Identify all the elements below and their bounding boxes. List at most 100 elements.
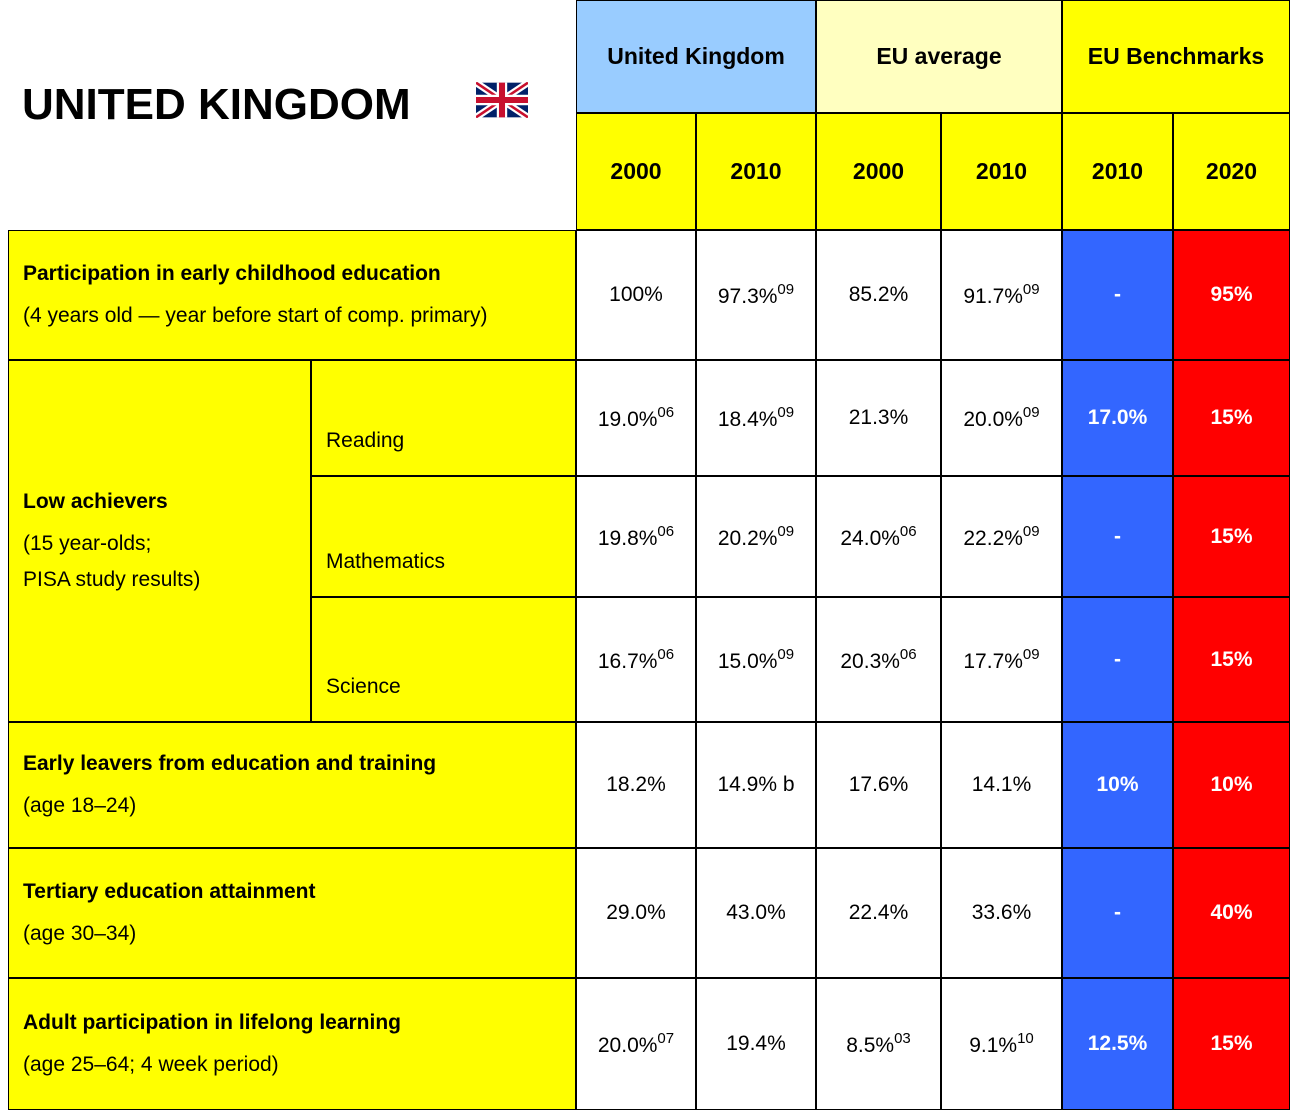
- row-label-cell: Participation in early childhood educati…: [8, 230, 576, 360]
- year-header: 2010: [1062, 113, 1173, 230]
- value: 97.3%09: [718, 281, 794, 309]
- value: 8.5%03: [846, 1030, 911, 1058]
- row-sublabel-line: (4 years old — year before start of comp…: [23, 304, 488, 327]
- value-text: 14.1%: [971, 773, 1032, 796]
- value-cell: -: [1062, 476, 1173, 597]
- footnote: 09: [1022, 404, 1040, 421]
- group-header: United Kingdom: [576, 0, 816, 113]
- footnote: 09: [777, 645, 795, 663]
- value-text: 17.6%: [848, 773, 909, 796]
- subrow-label-cell: Science: [311, 597, 576, 722]
- value-text: -: [1114, 524, 1121, 548]
- value-cell: 95%: [1173, 230, 1290, 360]
- subrow-label: Mathematics: [326, 550, 446, 573]
- value: 17.7%09: [963, 646, 1039, 674]
- subrow-label: Science: [326, 675, 401, 698]
- footnote: 06: [899, 522, 917, 540]
- footnote: 06: [657, 645, 675, 663]
- value-text: 20.0%: [597, 1034, 658, 1057]
- value-cell: -: [1062, 230, 1173, 360]
- value-text: 85.2%: [848, 283, 909, 306]
- group-header-text: EU average: [876, 43, 1002, 69]
- year-header-text: 2000: [852, 158, 905, 184]
- value-cell: 29.0%: [576, 848, 696, 978]
- value-cell: 10%: [1173, 722, 1290, 848]
- flag: [476, 82, 528, 118]
- value-text: 15.0%: [717, 649, 778, 673]
- value-text: 18.2%: [606, 773, 666, 796]
- value-cell: 18.2%: [576, 722, 696, 848]
- value-cell: 19.4%: [696, 978, 816, 1110]
- subrow-label-cell: Reading: [311, 360, 576, 476]
- value-text: 14.9% b: [717, 773, 795, 796]
- value-text: 33.6%: [971, 901, 1032, 924]
- year-header-text: 2020: [1205, 158, 1258, 184]
- footnote: 09: [1022, 281, 1040, 298]
- page-title: UNITED KINGDOM: [22, 80, 411, 129]
- footnote: 06: [657, 404, 675, 421]
- value-text: 22.4%: [848, 901, 909, 924]
- value-text: 8.5%: [846, 1034, 895, 1057]
- value-text: 19.0%: [597, 408, 658, 431]
- value: 24.0%06: [840, 523, 916, 551]
- value-text: 12.5%: [1087, 1032, 1148, 1055]
- group-header-text: EU Benchmarks: [1087, 43, 1265, 69]
- row-label: Participation in early childhood educati…: [23, 262, 441, 285]
- value-text: 20.0%: [963, 408, 1023, 431]
- row-label: Adult participation in lifelong learning: [23, 1011, 401, 1034]
- value-text: -: [1114, 283, 1121, 306]
- value-text: 15%: [1210, 406, 1253, 429]
- value-cell: 97.3%09: [696, 230, 816, 360]
- value-text: 15%: [1210, 524, 1253, 548]
- value-cell: 85.2%: [816, 230, 941, 360]
- year-header: 2000: [816, 113, 941, 230]
- value-text: 19.4%: [726, 1032, 786, 1055]
- value-text: 15%: [1210, 647, 1253, 671]
- value-cell: 22.2%09: [941, 476, 1062, 597]
- value-text: 24.0%: [840, 526, 900, 550]
- value-cell: 8.5%03: [816, 978, 941, 1110]
- row-label-cell: Adult participation in lifelong learning…: [8, 978, 576, 1110]
- value-text: 19.8%: [597, 526, 658, 550]
- group-header: EU average: [816, 0, 1062, 113]
- value: 19.8%06: [598, 523, 674, 551]
- value-text: 20.2%: [717, 526, 778, 550]
- value-cell: 40%: [1173, 848, 1290, 978]
- footnote: 10: [1017, 1030, 1034, 1047]
- value-text: 16.7%: [597, 649, 658, 673]
- value-cell: 12.5%: [1062, 978, 1173, 1110]
- value-cell: 24.0%06: [816, 476, 941, 597]
- value: 20.2%09: [718, 523, 794, 551]
- value-cell: 15%: [1173, 476, 1290, 597]
- row-sublabel-line: (age 25–64; 4 week period): [23, 1053, 279, 1076]
- row-sublabel: (age 25–64; 4 week period): [23, 1053, 279, 1077]
- value-cell: 91.7%09: [941, 230, 1062, 360]
- footnote: 09: [777, 404, 795, 421]
- value-cell: 9.1%10: [941, 978, 1062, 1110]
- value-cell: 20.0%07: [576, 978, 696, 1110]
- footnote: 09: [1022, 522, 1040, 540]
- value-cell: 17.6%: [816, 722, 941, 848]
- value-cell: 22.4%: [816, 848, 941, 978]
- value: 20.3%06: [840, 646, 916, 674]
- value-text: 20.3%: [840, 649, 900, 673]
- row-sublabel: (15 year-olds; PISA study results): [23, 532, 200, 592]
- value-text: 9.1%: [969, 1034, 1018, 1057]
- value: 19.0%06: [598, 404, 674, 432]
- value-text: 22.2%: [963, 526, 1023, 550]
- value-cell: 14.1%: [941, 722, 1062, 848]
- year-header-text: 2010: [730, 158, 782, 184]
- value-text: 17.7%: [963, 649, 1023, 673]
- row-label-cell: Early leavers from education and trainin…: [8, 722, 576, 848]
- value-cell: 16.7%06: [576, 597, 696, 722]
- value-cell: 21.3%: [816, 360, 941, 476]
- value-cell: 15.0%09: [696, 597, 816, 722]
- year-header: 2010: [696, 113, 816, 230]
- value-cell: 43.0%: [696, 848, 816, 978]
- row-sublabel-line: (age 30–34): [23, 922, 137, 945]
- year-header-text: 2010: [1091, 158, 1144, 184]
- year-header: 2000: [576, 113, 696, 230]
- footnote: 03: [894, 1030, 911, 1047]
- value-text: 91.7%: [963, 285, 1023, 308]
